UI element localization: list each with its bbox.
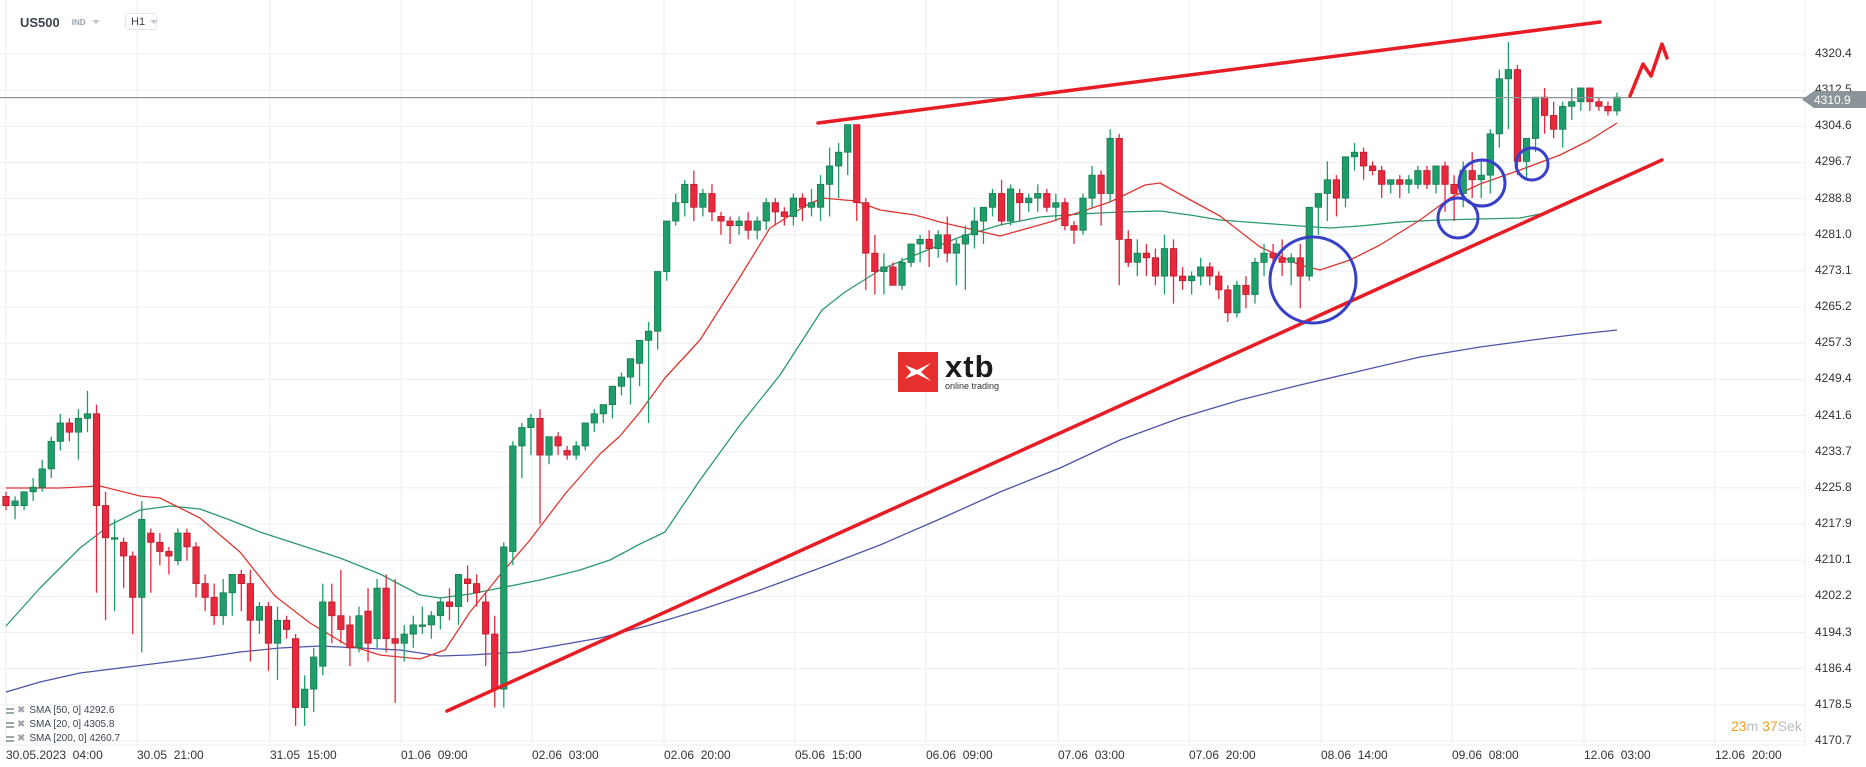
price-tick-label: 4225.8 <box>1815 479 1852 494</box>
legend-label: SMA [50, 0] 4292.6 <box>29 705 115 716</box>
settings-icon[interactable] <box>6 707 14 714</box>
symbol-label[interactable]: US500 <box>20 14 60 30</box>
price-tick-label: 4178.5 <box>1815 696 1852 711</box>
price-tick-label: 4281.0 <box>1815 226 1852 241</box>
close-icon[interactable]: ✖ <box>17 705 26 716</box>
time-tick-label: 30.05.2023 04:00 <box>6 748 103 762</box>
legend-sma-50[interactable]: ✖ SMA [50, 0] 4292.6 <box>6 705 114 716</box>
price-tick-label: 4217.9 <box>1815 516 1852 531</box>
asset-class-label: IND <box>71 17 86 27</box>
chevron-down-icon[interactable] <box>91 20 100 24</box>
time-tick-label: 02.06 20:00 <box>664 748 731 762</box>
price-tick-label: 4241.6 <box>1815 407 1852 422</box>
timer-min-unit: m <box>1746 718 1759 734</box>
time-tick-label: 30.05 21:00 <box>137 748 204 762</box>
time-tick-label: 09.06 08:00 <box>1452 748 1519 762</box>
legend-label: SMA [200, 0] 4260.7 <box>29 733 121 744</box>
price-tick-label: 4210.1 <box>1815 552 1852 567</box>
price-tick-label: 4257.3 <box>1815 335 1852 350</box>
trendline-drawings[interactable] <box>445 20 1669 713</box>
timer-sec-unit: Sek <box>1777 718 1802 734</box>
time-tick-label: 08.06 14:00 <box>1321 748 1388 762</box>
time-tick-label: 31.05 15:00 <box>270 748 337 762</box>
price-tick-label: 4233.7 <box>1815 443 1852 458</box>
candlestick-series <box>2 42 1621 726</box>
price-tick-label: 4249.4 <box>1815 371 1852 386</box>
price-tick-label: 4186.4 <box>1815 660 1852 675</box>
timeframe-select[interactable]: H1 <box>125 13 159 30</box>
legend-label: SMA [20, 0] 4305.8 <box>29 719 115 730</box>
price-tick-label: 4288.8 <box>1815 190 1852 205</box>
price-tick-label: 4304.6 <box>1815 118 1852 133</box>
time-tick-label: 02.06 03:00 <box>532 748 599 762</box>
time-tick-label: 07.06 03:00 <box>1058 748 1125 762</box>
price-tick-label: 4265.2 <box>1815 299 1852 314</box>
time-tick-label: 12.06 03:00 <box>1584 748 1651 762</box>
xtb-logo-mark <box>898 352 938 392</box>
logo-name: xtb <box>945 349 995 384</box>
timer-minutes: 23 <box>1731 718 1747 734</box>
price-tick-label: 4320.4 <box>1815 46 1852 60</box>
price-tick-label: 4194.3 <box>1815 624 1852 639</box>
legend-sma-20[interactable]: ✖ SMA [20, 0] 4305.8 <box>6 719 114 730</box>
chevron-down-icon <box>150 19 159 24</box>
xtb-logo: xtb online trading <box>898 349 1000 392</box>
timeframe-value: H1 <box>131 15 146 28</box>
settings-icon[interactable] <box>6 735 14 742</box>
candle-countdown: 23m 37Sek <box>1731 718 1802 734</box>
legend-sma-200[interactable]: ✖ SMA [200, 0] 4260.7 <box>6 733 120 744</box>
logo-tagline: online trading <box>945 381 1000 391</box>
sma-50-line <box>5 210 1541 627</box>
close-icon[interactable]: ✖ <box>17 719 26 730</box>
close-icon[interactable]: ✖ <box>17 733 26 744</box>
time-tick-label: 05.06 15:00 <box>795 748 862 762</box>
timer-seconds: 37 <box>1762 718 1778 734</box>
price-tick-label: 4202.2 <box>1815 588 1852 603</box>
instrument-header[interactable]: US500 IND <box>6 10 100 34</box>
time-tick-label: 06.06 09:00 <box>926 748 993 762</box>
time-tick-label: 12.06 20:00 <box>1715 748 1782 762</box>
sma-200-line <box>5 329 1618 693</box>
time-tick-label: 07.06 20:00 <box>1189 748 1256 762</box>
time-tick-label: 01.06 09:00 <box>401 748 468 762</box>
price-tick-label: 4296.7 <box>1815 154 1852 169</box>
price-tick-label: 4273.1 <box>1815 262 1852 277</box>
price-tick-label: 4170.7 <box>1815 733 1852 747</box>
settings-icon[interactable] <box>6 721 14 728</box>
current-price-tag: 4310.9 <box>1802 91 1866 108</box>
